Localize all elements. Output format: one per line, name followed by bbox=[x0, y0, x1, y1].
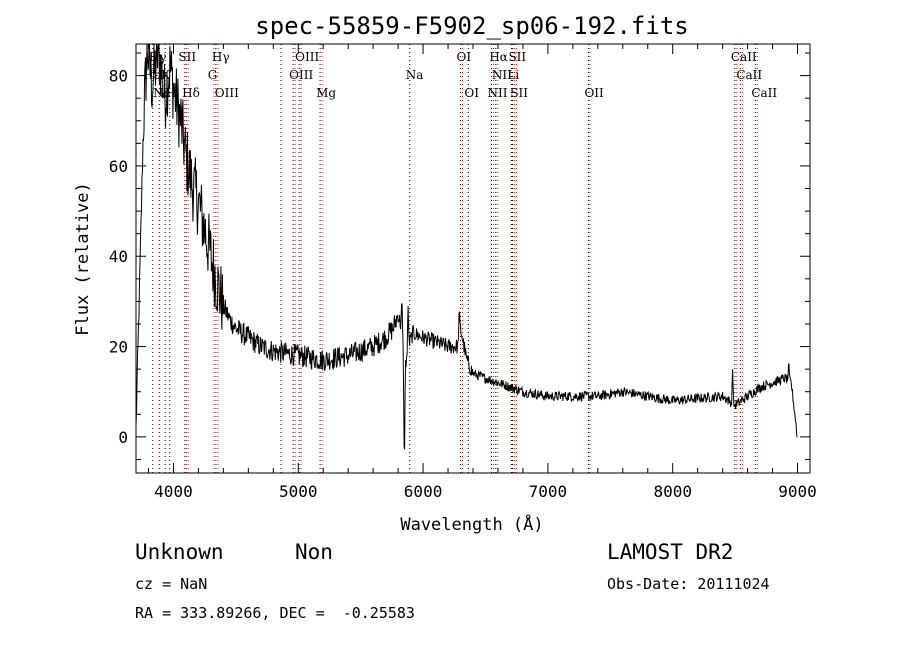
line-label: CaII bbox=[731, 50, 757, 64]
line-label: G bbox=[208, 68, 218, 82]
line-label: OIII bbox=[289, 68, 313, 82]
spectral-line-markers bbox=[152, 44, 758, 473]
plot-frame bbox=[135, 43, 811, 474]
line-label: Hδ bbox=[182, 86, 200, 100]
axes: 4000 5000 6000 7000 8000 9000 0 20 40 60 80 bbox=[109, 44, 817, 501]
x-axis-label: Wavelength (Å) bbox=[400, 513, 543, 535]
line-label: OI bbox=[464, 86, 479, 100]
line-label: CaII bbox=[736, 68, 762, 82]
line-label: Li bbox=[507, 68, 519, 82]
x-tick-label: 8000 bbox=[653, 482, 692, 501]
line-label: Mg bbox=[316, 86, 336, 100]
chart-title: spec-55859-F5902_sp06-192.fits bbox=[255, 12, 688, 40]
line-label: OII bbox=[584, 86, 604, 100]
y-tick-label: 60 bbox=[109, 157, 128, 176]
x-tick-label: 4000 bbox=[154, 482, 193, 501]
obs-date-text: Obs-Date: 20111024 bbox=[607, 575, 770, 593]
x-tick-label: 5000 bbox=[279, 482, 318, 501]
line-label: NII bbox=[492, 68, 512, 82]
line-label: CaII bbox=[751, 86, 777, 100]
object-subclass-label: Non bbox=[295, 540, 333, 564]
line-label: NII bbox=[487, 86, 507, 100]
line-label: H bbox=[166, 86, 176, 100]
y-tick-label: 20 bbox=[109, 338, 128, 357]
line-label: OIII bbox=[215, 86, 239, 100]
coordinates-text: RA = 333.89266, DEC = -0.25583 bbox=[135, 604, 415, 622]
line-label: SII bbox=[510, 86, 528, 100]
y-tick-label: 40 bbox=[109, 247, 128, 266]
object-class-label: Unknown bbox=[135, 540, 224, 564]
x-tick-label: 9000 bbox=[778, 482, 817, 501]
line-label: Hγ bbox=[212, 50, 230, 64]
survey-label: LAMOST DR2 bbox=[607, 540, 734, 564]
line-label: OI bbox=[457, 50, 472, 64]
line-label: K bbox=[161, 68, 171, 82]
x-tick-label: 7000 bbox=[529, 482, 568, 501]
spectrum-line bbox=[135, 43, 798, 450]
y-axis-label: Flux (relative) bbox=[73, 182, 93, 336]
line-label: SII bbox=[508, 50, 526, 64]
line-label: SII bbox=[178, 50, 196, 64]
y-tick-label: 0 bbox=[118, 428, 128, 447]
line-label: Na bbox=[406, 68, 424, 82]
x-tick-label: 6000 bbox=[404, 482, 443, 501]
redshift-text: cz = NaN bbox=[135, 575, 208, 593]
y-tick-label: 80 bbox=[109, 67, 128, 86]
line-label: OIII bbox=[295, 50, 319, 64]
line-label: Hα bbox=[489, 50, 508, 64]
